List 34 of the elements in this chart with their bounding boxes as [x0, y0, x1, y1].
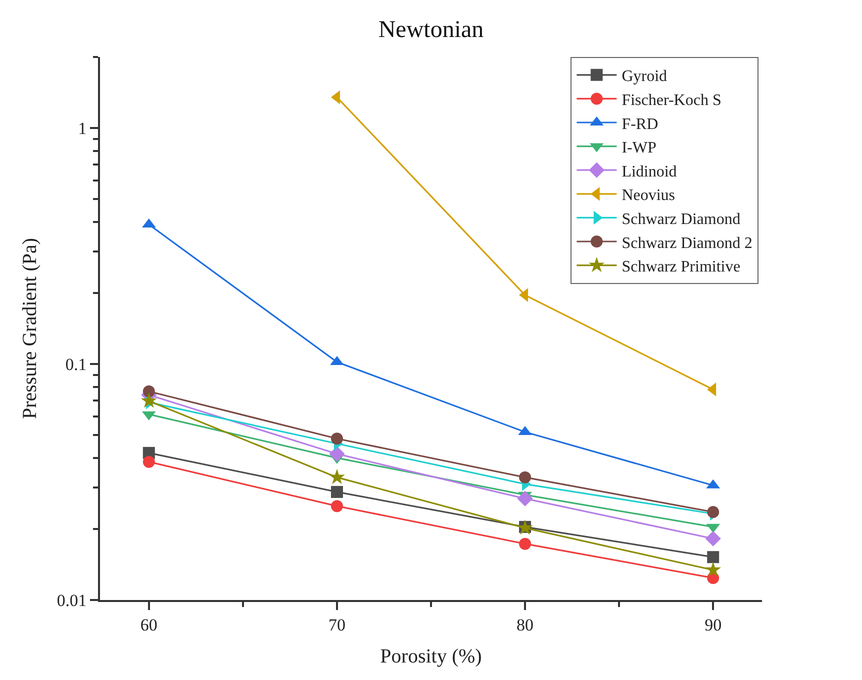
legend-label: Schwarz Diamond 2: [622, 234, 752, 252]
y-tick-label: 0.01: [56, 590, 87, 610]
y-tick-label: 0.1: [65, 354, 87, 374]
point: [707, 551, 720, 564]
point: [517, 490, 533, 506]
legend-label: Schwarz Diamond: [622, 210, 740, 228]
point: [142, 456, 155, 468]
x-tick-label: 80: [516, 615, 534, 634]
point: [329, 446, 345, 462]
point: [330, 432, 343, 445]
point: [705, 562, 722, 577]
legend-label: Lidinoid: [622, 163, 677, 180]
x-tick-label: 70: [328, 615, 346, 634]
legend-label: I-WP: [622, 140, 656, 157]
point: [707, 506, 720, 518]
x-axis-title: Porosity (%): [380, 645, 482, 668]
chart-title: Newtonian: [378, 17, 484, 44]
legend-label: F-RD: [622, 116, 658, 133]
x-tick-label: 90: [704, 615, 722, 634]
point: [519, 538, 532, 550]
point: [519, 471, 532, 484]
point: [330, 486, 343, 498]
y-tick-label: 1: [78, 118, 87, 138]
x-tick-label: 60: [140, 615, 158, 634]
point: [142, 385, 155, 398]
point: [330, 500, 343, 512]
point: [705, 530, 721, 546]
point: [140, 392, 157, 408]
y-axis-title: Pressure Gradient (Pa): [18, 238, 41, 420]
legend-label: Gyroid: [622, 68, 668, 86]
legend-label: Neovius: [622, 187, 676, 204]
point: [328, 468, 345, 484]
legend-label: Schwarz Primitive: [622, 258, 740, 276]
legend-label: Fischer-Koch S: [622, 92, 722, 109]
